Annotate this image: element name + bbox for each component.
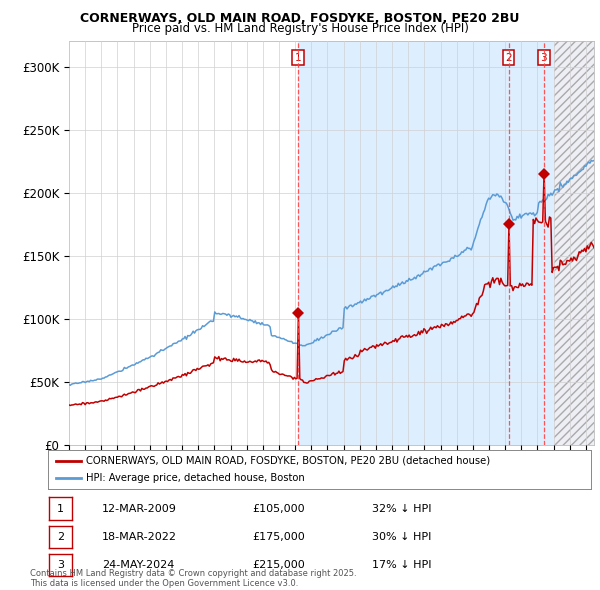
Text: 12-MAR-2009: 12-MAR-2009: [102, 504, 177, 513]
Text: 1: 1: [295, 53, 302, 63]
Bar: [554, 41, 594, 445]
Text: Price paid vs. HM Land Registry's House Price Index (HPI): Price paid vs. HM Land Registry's House …: [131, 22, 469, 35]
Text: 2: 2: [57, 532, 64, 542]
Text: £175,000: £175,000: [252, 532, 305, 542]
Text: 3: 3: [541, 53, 547, 63]
Text: 18-MAR-2022: 18-MAR-2022: [102, 532, 177, 542]
Text: HPI: Average price, detached house, Boston: HPI: Average price, detached house, Bost…: [86, 473, 305, 483]
Text: 17% ↓ HPI: 17% ↓ HPI: [372, 560, 431, 570]
Text: £215,000: £215,000: [252, 560, 305, 570]
Text: £105,000: £105,000: [252, 504, 305, 513]
Text: 24-MAY-2024: 24-MAY-2024: [102, 560, 175, 570]
Text: CORNERWAYS, OLD MAIN ROAD, FOSDYKE, BOSTON, PE20 2BU: CORNERWAYS, OLD MAIN ROAD, FOSDYKE, BOST…: [80, 12, 520, 25]
Text: Contains HM Land Registry data © Crown copyright and database right 2025.
This d: Contains HM Land Registry data © Crown c…: [30, 569, 356, 588]
Bar: [298, 41, 554, 445]
Text: 3: 3: [57, 560, 64, 570]
Bar: [554, 41, 594, 445]
Text: 32% ↓ HPI: 32% ↓ HPI: [372, 504, 431, 513]
Text: 2: 2: [505, 53, 512, 63]
Text: 1: 1: [57, 504, 64, 513]
Text: 30% ↓ HPI: 30% ↓ HPI: [372, 532, 431, 542]
Text: CORNERWAYS, OLD MAIN ROAD, FOSDYKE, BOSTON, PE20 2BU (detached house): CORNERWAYS, OLD MAIN ROAD, FOSDYKE, BOST…: [86, 455, 490, 466]
